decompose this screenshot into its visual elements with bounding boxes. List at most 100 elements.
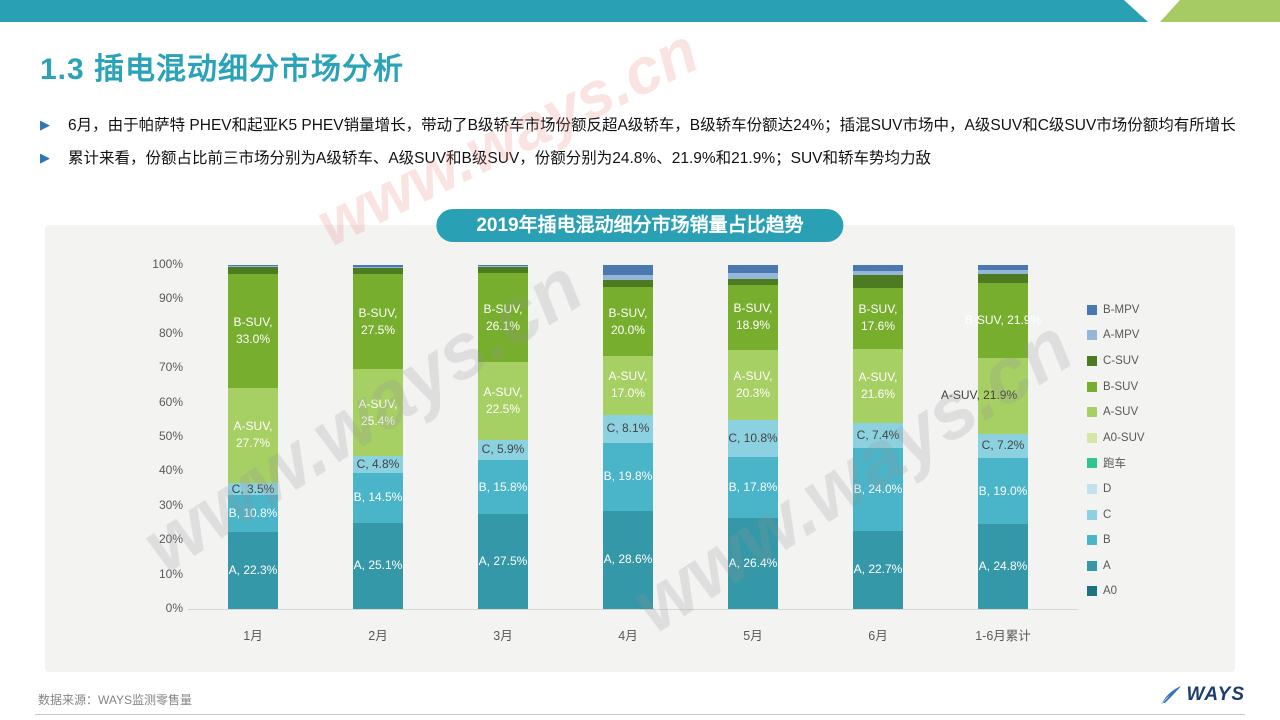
chart-title-pill: 2019年插电混动细分市场销量占比趋势 xyxy=(436,209,844,242)
ways-logo: WAYS xyxy=(1160,684,1245,706)
bar-segment xyxy=(728,273,778,280)
bar-column: A, 28.6% B, 19.8% C, 8.1% A-SUV, 17.0% B-SUV,… xyxy=(603,265,653,609)
bar-segment: B, 19.8% xyxy=(603,442,653,511)
bar-segment: A, 22.3% xyxy=(228,532,278,609)
bar-segment: B-SUV, 17.6% xyxy=(853,288,903,349)
bar-segment: B, 14.5% xyxy=(353,472,403,523)
bar-segment: B-SUV, 20.0% xyxy=(603,287,653,357)
bar-column: A, 24.8% B, 19.0% C, 7.2% A-SUV, 21.9% B-SUV… xyxy=(941,265,1041,609)
bar-column: A, 27.5% B, 15.8% C, 5.9% A-SUV, 22.5% B-SUV,… xyxy=(478,265,528,609)
legend-swatch xyxy=(1087,304,1097,315)
y-tick-label: 100% xyxy=(152,257,183,271)
segment-label: B, 19.0% xyxy=(978,483,1028,498)
segment-label: B-SUV, 17.6% xyxy=(858,302,898,334)
bar-segment xyxy=(603,265,653,275)
bar-segment: A, 22.7% xyxy=(853,530,903,609)
legend-label: 跑车 xyxy=(1103,458,1126,471)
bar-segment: B-SUV, 26.1% xyxy=(478,272,528,363)
legend-swatch xyxy=(1087,483,1097,494)
ways-logo-swoosh-icon xyxy=(1161,686,1182,704)
segment-label: A-SUV, 22.5% xyxy=(483,385,523,417)
legend-label: C xyxy=(1103,508,1112,521)
bar-segment: A-SUV, 21.6% xyxy=(853,348,903,423)
segment-label: C, 4.8% xyxy=(356,457,400,472)
legend: B-MPV A-MPV C-SUV B-SUV A-SUV A0-SUV 跑车 D C B A A0 xyxy=(1087,297,1145,604)
legend-swatch xyxy=(1087,535,1097,546)
bar-segment: B, 17.8% xyxy=(728,456,778,519)
legend-label: A0 xyxy=(1103,585,1118,598)
segment-label: B, 14.5% xyxy=(353,490,403,505)
segment-label: B-SUV, 18.9% xyxy=(733,301,773,333)
y-tick-label: 90% xyxy=(158,291,183,306)
segment-label: C, 8.1% xyxy=(606,421,650,436)
bar-segment: C, 3.5% xyxy=(228,481,278,496)
legend-swatch xyxy=(1087,586,1097,597)
bar-segment xyxy=(353,267,403,275)
bar-column: A, 26.4% B, 17.8% C, 10.8% A-SUV, 20.3% B-SUV… xyxy=(728,265,778,609)
bar-segment xyxy=(978,265,1028,271)
y-tick-label: 70% xyxy=(158,360,183,375)
footer-source: 数据来源：WAYS监测零售量 xyxy=(38,693,193,707)
legend-label: B-MPV xyxy=(1103,303,1140,316)
bar-segment xyxy=(228,266,278,268)
footer-divider xyxy=(35,714,1245,715)
bar-segment: B, 15.8% xyxy=(478,460,528,515)
legend-item: A0 xyxy=(1087,579,1145,605)
y-tick-label: 60% xyxy=(158,394,183,409)
bar-segment: A, 27.5% xyxy=(478,514,528,609)
legend-label: A0-SUV xyxy=(1103,431,1145,444)
bar-segment: C, 8.1% xyxy=(603,414,653,443)
legend-item: B xyxy=(1087,527,1145,553)
bullet-item: ▶ 6月，由于帕萨特 PHEV和起亚K5 PHEV销量增长，带动了B级轿车市场份… xyxy=(40,112,1240,139)
segment-label: A-SUV, 20.3% xyxy=(733,368,773,400)
bar-segment xyxy=(228,265,278,267)
bar-segment xyxy=(478,265,528,267)
legend-label: B-SUV xyxy=(1103,380,1139,393)
bar-segment: C, 7.4% xyxy=(853,422,903,449)
segment-label: B, 10.8% xyxy=(228,506,278,521)
segment-label: B, 19.8% xyxy=(603,469,653,484)
y-tick-label: 80% xyxy=(158,325,183,340)
segment-label: A, 27.5% xyxy=(478,554,528,569)
bar-segment xyxy=(228,267,278,275)
x-tick-label: 6月 xyxy=(868,629,888,643)
legend-item: B-SUV xyxy=(1087,374,1145,400)
bar-segment xyxy=(728,279,778,285)
bar-segment: B, 19.0% xyxy=(978,458,1028,524)
bullet-arrow-icon: ▶ xyxy=(40,117,50,132)
ways-logo-text: WAYS xyxy=(1186,684,1245,705)
legend-item: C xyxy=(1087,502,1145,528)
bar-segment: B-SUV, 18.9% xyxy=(728,284,778,350)
bar-segment: B-SUV, 21.9% xyxy=(965,282,1041,359)
bar-segment xyxy=(603,280,653,288)
legend-item: A-SUV xyxy=(1087,399,1145,425)
segment-label: A-SUV, 17.0% xyxy=(608,369,648,401)
legend-swatch xyxy=(1087,458,1097,469)
bar-segment xyxy=(478,266,528,273)
bar-segment xyxy=(978,270,1028,275)
segment-label: A-SUV, 25.4% xyxy=(358,396,398,428)
bar-segment xyxy=(353,265,403,267)
segment-label: A, 22.7% xyxy=(853,562,903,577)
legend-item: A0-SUV xyxy=(1087,425,1145,451)
legend-label: A-MPV xyxy=(1103,329,1140,342)
bar-column: A, 25.1% B, 14.5% C, 4.8% A-SUV, 25.4% B-SUV,… xyxy=(353,265,403,609)
legend-item: A-MPV xyxy=(1087,323,1145,349)
segment-label: B, 17.8% xyxy=(728,480,778,495)
bullet-list: ▶ 6月，由于帕萨特 PHEV和起亚K5 PHEV销量增长，带动了B级轿车市场份… xyxy=(40,112,1240,178)
segment-label: A, 28.6% xyxy=(603,552,653,567)
bar-segment: C, 4.8% xyxy=(353,456,403,473)
topbar-teal-band xyxy=(0,0,1148,22)
legend-item: C-SUV xyxy=(1087,348,1145,374)
bar-column: A, 22.3% B, 10.8% C, 3.5% A-SUV, 27.7% B-SUV,… xyxy=(228,265,278,609)
segment-label: C, 3.5% xyxy=(231,481,275,496)
legend-label: D xyxy=(1103,482,1112,495)
bar-segment xyxy=(603,274,653,281)
bar-segment: A, 28.6% xyxy=(603,510,653,609)
segment-label: A, 25.1% xyxy=(353,558,403,573)
bullet-text: 6月，由于帕萨特 PHEV和起亚K5 PHEV销量增长，带动了B级轿车市场份额反… xyxy=(68,117,1236,134)
bar-segment: C, 5.9% xyxy=(478,439,528,461)
x-tick-label: 3月 xyxy=(493,629,513,643)
segment-label: C, 7.4% xyxy=(856,428,900,443)
segment-label: A-SUV, 21.6% xyxy=(858,369,898,401)
